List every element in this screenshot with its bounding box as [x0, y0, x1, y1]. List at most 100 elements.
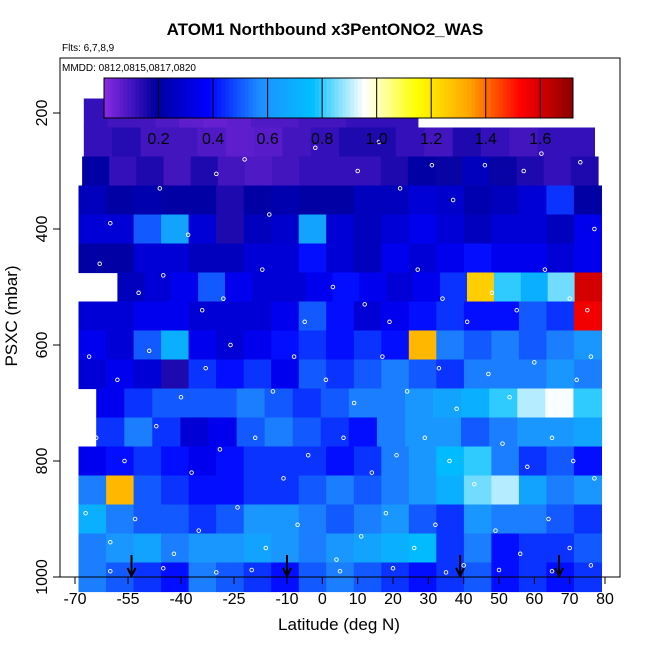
colorbar-segment	[440, 78, 445, 118]
colorbar-segment	[197, 78, 203, 118]
heatmap-cell	[78, 504, 107, 535]
heatmap-cell	[133, 504, 162, 535]
heatmap-cell	[96, 417, 125, 448]
heatmap-cell	[463, 243, 492, 274]
heatmap-cell	[78, 243, 107, 274]
sample-point	[521, 168, 526, 174]
heatmap-cell	[463, 446, 492, 477]
sample-point	[214, 570, 219, 575]
colorbar-segment	[401, 78, 406, 118]
sample-point	[295, 522, 300, 528]
colorbar-tick-label: 0.8	[311, 131, 333, 148]
heatmap-cell	[381, 301, 410, 332]
heatmap-cell	[124, 388, 153, 419]
heatmap-cell	[381, 533, 410, 564]
sample-point	[161, 273, 166, 278]
colorbar-segment	[158, 78, 164, 118]
colorbar-segment	[135, 78, 140, 118]
sample-point	[404, 389, 410, 394]
colorbar-segment	[240, 78, 246, 118]
colorbar-segment	[170, 78, 175, 118]
heatmap-cell	[546, 446, 575, 477]
colorbar-segment	[381, 78, 386, 118]
heatmap-cells	[78, 98, 603, 593]
sample-point	[178, 394, 184, 400]
sample-point	[397, 186, 403, 191]
colorbar-segment	[143, 78, 148, 118]
sample-point	[189, 470, 194, 475]
colorbar-segment	[111, 78, 117, 118]
arrow-head	[455, 567, 466, 579]
heatmap-cell	[326, 243, 355, 274]
heatmap-cell	[433, 417, 462, 448]
heatmap-cell	[326, 214, 355, 245]
heatmap-cell	[216, 359, 245, 390]
sample-point	[570, 458, 576, 464]
sample-point	[83, 510, 88, 516]
sample-point	[93, 435, 99, 441]
heatmap-cell	[566, 127, 595, 158]
heatmap-cell	[298, 214, 327, 245]
heatmap-cell	[271, 504, 300, 535]
colorbar-segment	[221, 78, 226, 118]
heatmap-cell	[161, 185, 190, 216]
colorbar-segment	[287, 78, 293, 118]
arrow-head	[282, 567, 292, 579]
heatmap-cell	[517, 417, 546, 448]
heatmap-cell	[408, 446, 437, 477]
colorbar-segment	[338, 78, 343, 118]
sample-point	[380, 354, 385, 359]
colorbar-segment	[193, 78, 199, 118]
sample-point	[585, 307, 590, 313]
sample-point	[440, 296, 445, 301]
colorbar-segment	[389, 78, 394, 118]
heatmap-cell	[573, 301, 602, 332]
heatmap-cell	[436, 475, 465, 506]
heatmap-cell	[133, 214, 162, 245]
sample-point	[199, 307, 205, 313]
colorbar-segment	[514, 78, 519, 118]
sample-point	[539, 151, 544, 156]
colorbar-segment	[275, 78, 281, 118]
heatmap-cell	[573, 330, 602, 361]
heatmap-cell	[180, 417, 210, 448]
heatmap-cell	[278, 272, 307, 303]
heatmap-cell	[188, 214, 217, 245]
heatmap-cell	[133, 533, 162, 564]
heatmap-cell	[180, 388, 210, 419]
heatmap-cell	[188, 533, 217, 564]
heatmap-cell	[546, 243, 575, 274]
heatmap-cell	[491, 359, 520, 390]
colorbar-segment	[361, 78, 367, 118]
colorbar-segment	[557, 78, 562, 118]
heatmap-cell	[298, 330, 327, 361]
heatmap-cell	[298, 533, 327, 564]
heatmap-cell	[188, 504, 217, 535]
sample-point	[433, 522, 438, 528]
heatmap-cell	[461, 417, 490, 448]
heatmap-cell	[161, 359, 190, 390]
colorbar-segment	[162, 78, 168, 118]
heatmap-cell	[161, 301, 190, 332]
heatmap-cell	[353, 359, 382, 390]
heatmap-cell	[197, 127, 227, 158]
sample-point	[454, 406, 459, 412]
heatmap-cell	[320, 388, 350, 419]
sample-point	[334, 557, 339, 562]
heatmap-cell	[208, 417, 238, 448]
heatmap-cell	[106, 359, 135, 390]
sample-point	[252, 435, 258, 441]
heatmap-cell	[106, 533, 135, 564]
heatmap-cell	[106, 504, 135, 535]
heatmap-cell	[518, 533, 547, 564]
x-tick-label: -10	[275, 591, 298, 608]
heatmap-cell	[436, 185, 465, 216]
heatmap-cell	[408, 359, 437, 390]
heatmap-cell	[271, 301, 300, 332]
sample-point	[450, 197, 456, 203]
heatmap-cell	[461, 388, 490, 419]
heatmap-cell	[106, 185, 135, 216]
sample-point	[161, 566, 166, 571]
colorbar-segment	[248, 78, 254, 118]
colorbar-segment	[256, 78, 261, 118]
